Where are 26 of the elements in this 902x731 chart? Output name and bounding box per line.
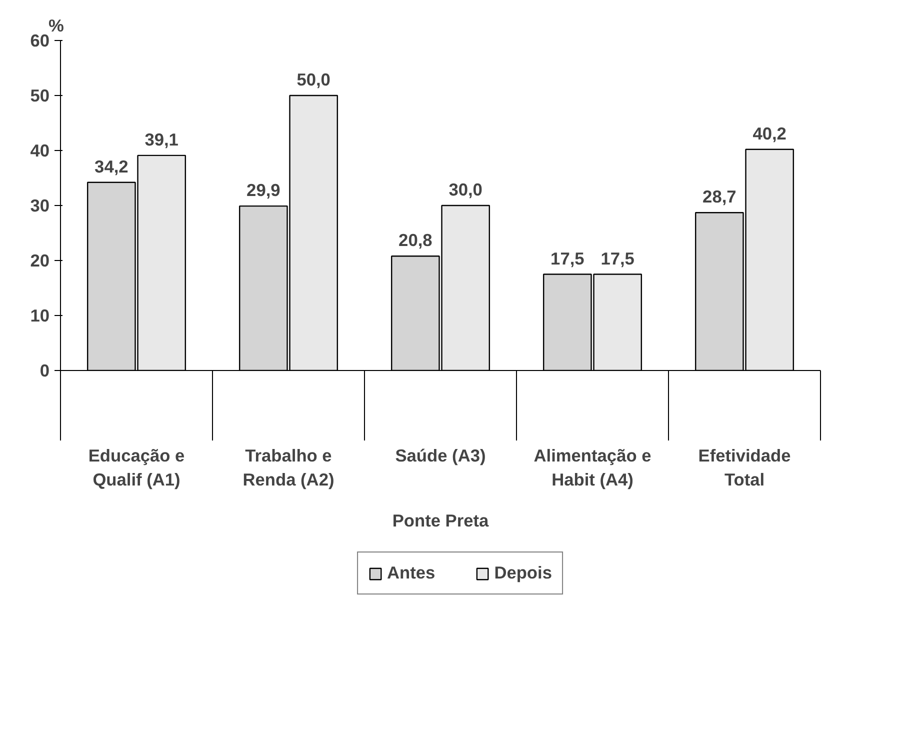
x-axis-title: Ponte Preta [392,510,490,530]
y-tick-label: 40 [30,140,50,160]
x-tick-label: Alimentação e Habit (A4) [534,446,652,490]
x-tick-label: Trabalho e Renda (A2) [242,446,334,490]
legend-label: Depois [494,562,552,584]
y-tick-label: 10 [30,306,50,326]
y-tick-label: 50 [30,86,50,106]
data-label: 28,7 [702,186,736,207]
data-label: 39,1 [144,129,179,150]
y-tick-label: 0 [40,360,50,380]
y-tick-label: 20 [30,250,50,270]
legend-label: Antes [387,562,436,584]
data-label: 40,2 [752,123,786,144]
data-label: 50,0 [296,70,330,90]
y-tick-label: 30 [30,196,50,216]
x-tick-label: Educação e Qualif (A1) [88,446,186,490]
x-tick-label: Saúde (A3) [395,446,486,466]
y-tick-label: 60 [30,30,50,50]
data-label: 17,5 [600,248,635,268]
data-label: 20,8 [398,230,433,250]
data-label: 29,9 [246,180,280,200]
y-axis-title: % [48,16,64,36]
data-label: 30,0 [448,180,482,200]
data-label: 34,2 [94,156,128,176]
data-label: 17,5 [550,248,585,268]
x-tick-label: Efetividade Total [698,446,792,490]
